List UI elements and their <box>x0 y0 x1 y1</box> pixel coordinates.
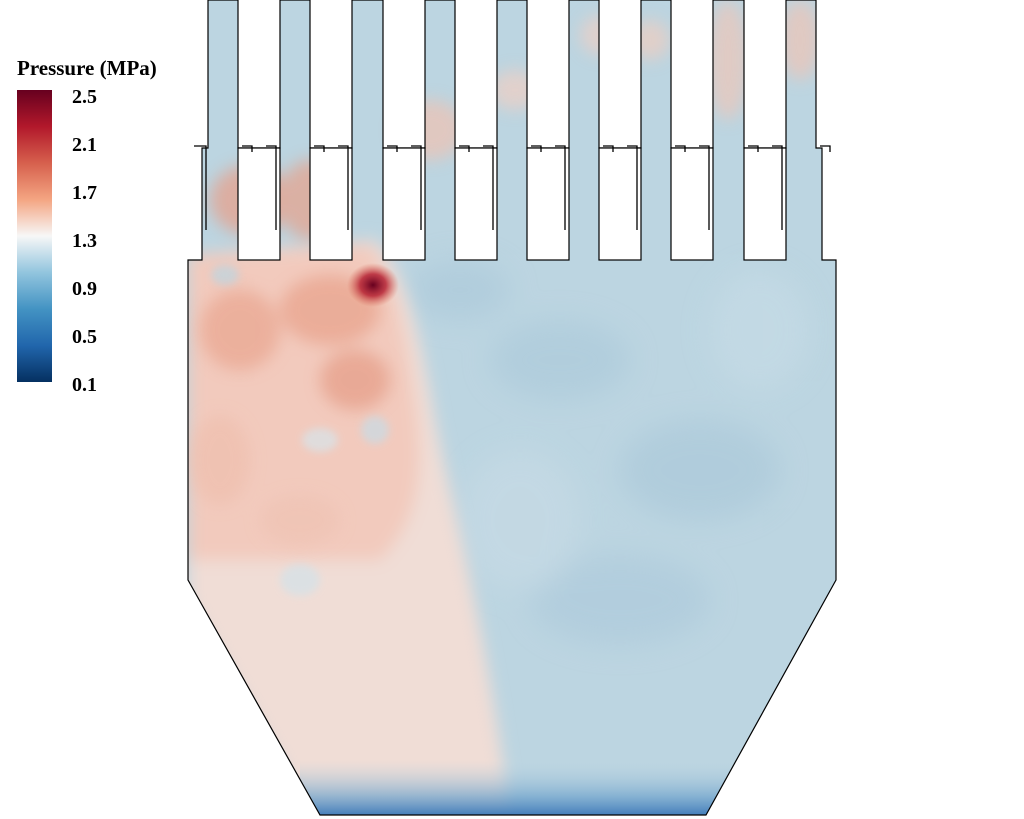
baffle <box>483 145 494 230</box>
colorbar <box>17 90 52 382</box>
vane <box>382 147 426 261</box>
baffle <box>555 145 566 230</box>
vane <box>670 147 714 261</box>
colorbar-tick: 0.5 <box>72 326 97 348</box>
vane <box>237 147 281 261</box>
baffle <box>820 145 831 152</box>
baffle <box>338 145 349 230</box>
baffle <box>387 145 398 152</box>
vane-walls <box>237 147 787 261</box>
vane <box>454 147 498 261</box>
outlet-low-pressure <box>300 760 730 815</box>
vane <box>309 147 353 261</box>
baffle <box>194 145 207 230</box>
colorbar-tick: 0.1 <box>72 374 97 396</box>
colorbar-tick: 2.1 <box>72 134 97 156</box>
colorbar-tick: 2.5 <box>72 86 97 108</box>
vane <box>526 147 570 261</box>
peak-pressure-spot <box>347 263 399 307</box>
baffle <box>531 145 542 152</box>
baffle <box>603 145 614 152</box>
colorbar-title: Pressure (MPa) <box>17 56 157 80</box>
baffle <box>748 145 759 152</box>
baffle-hooks <box>194 145 831 230</box>
colorbar-tick: 1.3 <box>72 230 97 252</box>
baffle <box>627 145 638 230</box>
baffle <box>266 145 277 230</box>
baffle <box>772 145 783 230</box>
baffle <box>699 145 710 230</box>
baffle <box>459 145 470 152</box>
baffle <box>675 145 686 152</box>
colorbar-tick: 0.9 <box>72 278 97 300</box>
baffle <box>314 145 325 152</box>
colorbar-tick: 1.7 <box>72 182 97 204</box>
vane <box>598 147 642 261</box>
flow-domain <box>188 0 836 815</box>
baffle <box>242 145 253 152</box>
baffle <box>411 145 422 230</box>
vane <box>743 147 787 261</box>
